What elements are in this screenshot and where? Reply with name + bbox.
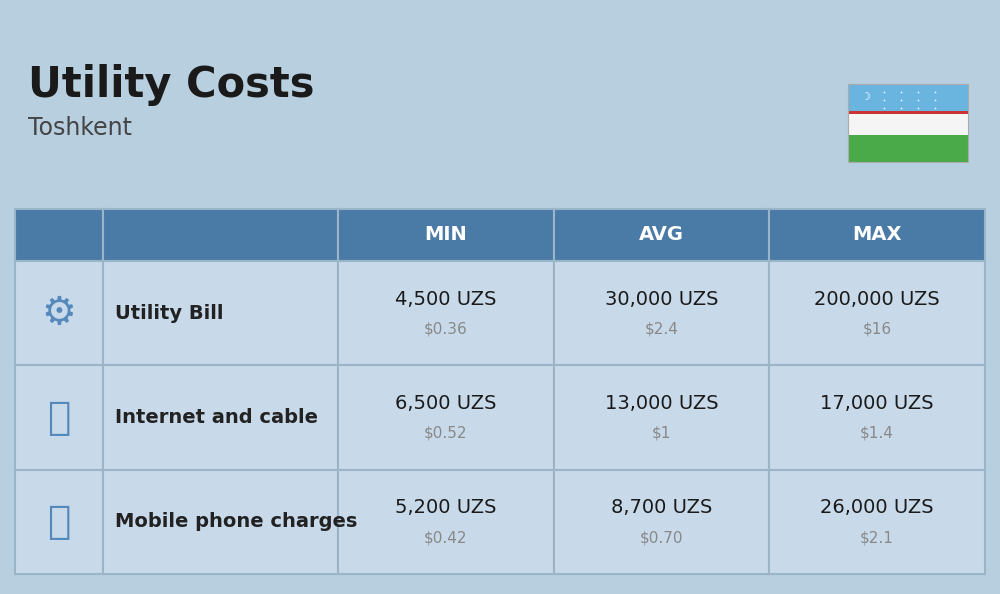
Bar [338, 365, 554, 470]
Bar [554, 209, 769, 261]
Text: 📱: 📱 [47, 503, 71, 541]
Text: $0.42: $0.42 [424, 530, 468, 545]
Text: 17,000 UZS: 17,000 UZS [820, 394, 934, 413]
Text: 200,000 UZS: 200,000 UZS [814, 290, 940, 309]
Text: $1.4: $1.4 [860, 426, 894, 441]
Bar [15, 470, 103, 574]
Bar [338, 209, 554, 261]
Text: Internet and cable: Internet and cable [115, 408, 318, 427]
Bar [15, 365, 103, 470]
Text: 8,700 UZS: 8,700 UZS [611, 498, 712, 517]
Text: Toshkent: Toshkent [28, 116, 132, 140]
Bar [848, 84, 968, 110]
Bar [554, 365, 769, 470]
Bar [769, 261, 985, 365]
Text: MAX: MAX [852, 226, 902, 245]
Text: 5,200 UZS: 5,200 UZS [395, 498, 497, 517]
Bar [848, 113, 968, 138]
Bar [338, 261, 554, 365]
Bar [848, 110, 968, 113]
Text: $2.4: $2.4 [645, 322, 678, 337]
Text: $2.1: $2.1 [860, 530, 894, 545]
Bar [103, 209, 338, 261]
Text: AVG: AVG [639, 226, 684, 245]
Text: ⚙: ⚙ [42, 294, 76, 332]
Text: $16: $16 [863, 322, 892, 337]
Bar [769, 365, 985, 470]
Bar [15, 261, 103, 365]
Text: 6,500 UZS: 6,500 UZS [395, 394, 497, 413]
Bar [103, 470, 338, 574]
Text: 〰: 〰 [47, 399, 71, 437]
Text: $0.36: $0.36 [424, 322, 468, 337]
Bar [848, 84, 968, 162]
Text: 13,000 UZS: 13,000 UZS [605, 394, 718, 413]
Bar [15, 209, 103, 261]
Text: $0.70: $0.70 [640, 530, 683, 545]
Text: 4,500 UZS: 4,500 UZS [395, 290, 497, 309]
Bar [103, 261, 338, 365]
Bar [848, 135, 968, 162]
Text: $1: $1 [652, 426, 671, 441]
Text: MIN: MIN [424, 226, 467, 245]
Bar [103, 365, 338, 470]
Text: Utility Bill: Utility Bill [115, 304, 224, 323]
Bar [554, 261, 769, 365]
Text: 30,000 UZS: 30,000 UZS [605, 290, 718, 309]
Text: 26,000 UZS: 26,000 UZS [820, 498, 934, 517]
Text: Mobile phone charges: Mobile phone charges [115, 513, 357, 532]
Bar [769, 470, 985, 574]
Bar [769, 209, 985, 261]
Text: ☽: ☽ [861, 92, 871, 102]
Text: Utility Costs: Utility Costs [28, 64, 314, 106]
Bar [554, 470, 769, 574]
Bar [848, 138, 968, 141]
Bar [338, 470, 554, 574]
Text: $0.52: $0.52 [424, 426, 468, 441]
